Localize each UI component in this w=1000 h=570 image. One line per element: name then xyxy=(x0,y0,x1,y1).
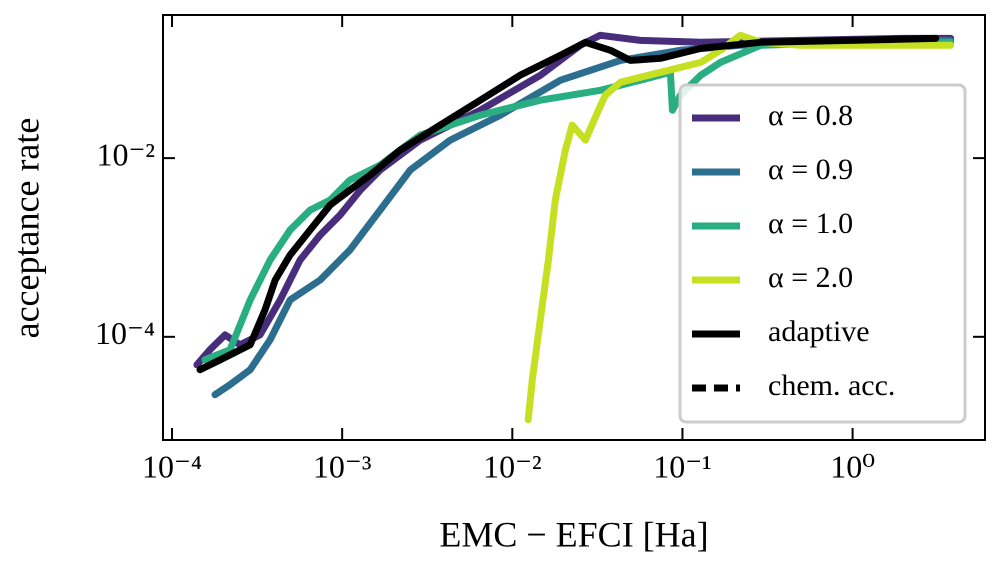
x-tick-label: 10⁻³ xyxy=(313,448,371,484)
legend-label: α = 2.0 xyxy=(768,261,853,294)
y-tick-label: 10⁻² xyxy=(97,136,155,172)
x-axis-label: EMC − EFCI [Ha] xyxy=(439,514,708,554)
x-tick-label: 10⁻⁴ xyxy=(142,448,202,484)
legend-box xyxy=(678,83,967,424)
x-tick-label: 10⁰ xyxy=(830,448,875,484)
y-tick-label: 10⁻⁴ xyxy=(95,315,155,351)
axes-frame xyxy=(162,14,986,441)
legend-label: adaptive xyxy=(768,315,870,348)
plot-area xyxy=(193,31,955,424)
y-axis-label: acceptance rate xyxy=(6,118,46,339)
legend-label: chem. acc. xyxy=(768,369,895,402)
series-line xyxy=(196,34,940,374)
x-tick-label: 10⁻² xyxy=(483,448,541,484)
x-tick-label: 10⁻¹ xyxy=(653,448,711,484)
series-line xyxy=(201,38,955,364)
legend-label: α = 0.9 xyxy=(768,153,853,186)
legend-label: α = 0.8 xyxy=(768,99,853,132)
legend-label: α = 1.0 xyxy=(768,207,853,240)
